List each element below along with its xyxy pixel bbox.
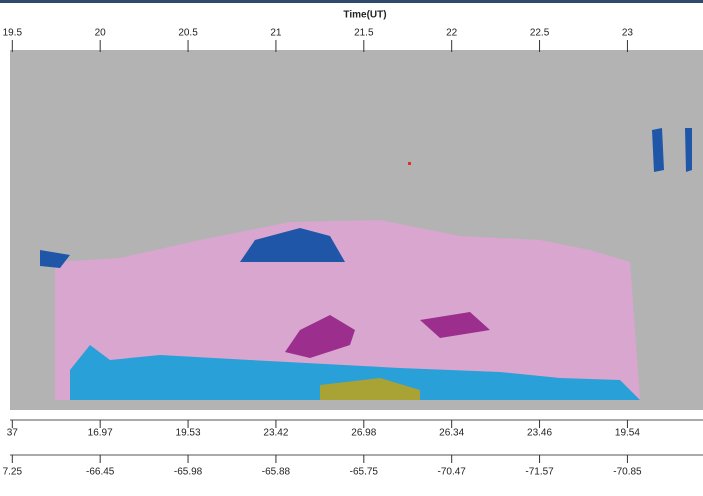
x-tick-label: 20.5: [178, 28, 198, 39]
lat-label: 19.54: [615, 428, 640, 439]
lon-label: -65.75: [350, 467, 379, 478]
lon-label: -71.57: [525, 467, 554, 478]
curtain-image: [40, 128, 692, 400]
lon-label: -65.88: [262, 467, 291, 478]
lat-label: 23.46: [527, 428, 552, 439]
lat-label: 16.97: [88, 428, 113, 439]
x-tick-label: 21.5: [354, 28, 374, 39]
lat-label: 37: [7, 428, 19, 439]
lon-label: -65.98: [174, 467, 203, 478]
header-strip: [0, 0, 703, 3]
lon-label: 7.25: [3, 467, 23, 478]
lat-label: 26.98: [351, 428, 376, 439]
chart-title: Time(UT): [343, 10, 386, 21]
x-tick-label: 19.5: [3, 28, 23, 39]
x-tick-label: 22.5: [530, 28, 550, 39]
lat-label: 26.34: [439, 428, 464, 439]
lon-label: -70.85: [613, 467, 642, 478]
lon-label: -66.45: [86, 467, 115, 478]
lat-label: 23.42: [263, 428, 288, 439]
lon-label: -70.47: [437, 467, 466, 478]
x-tick-label: 20: [95, 28, 107, 39]
x-tick-label: 22: [446, 28, 458, 39]
x-tick-label: 23: [622, 28, 634, 39]
lat-label: 19.53: [176, 428, 201, 439]
x-tick-label: 21: [270, 28, 282, 39]
